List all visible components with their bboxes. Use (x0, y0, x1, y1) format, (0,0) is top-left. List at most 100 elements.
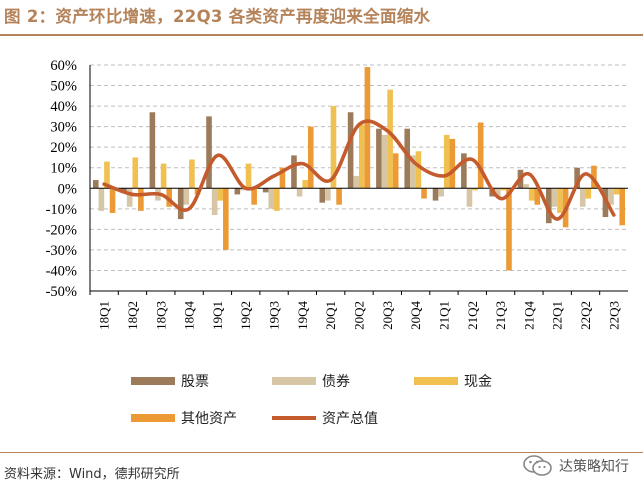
bar-债券-19Q2 (240, 188, 246, 191)
x-tick-label: 22Q1 (550, 301, 565, 330)
bar-现金-20Q3 (387, 89, 393, 189)
bar-股票-21Q1 (432, 188, 439, 201)
x-tick-label: 20Q3 (380, 301, 395, 330)
legend-swatch (131, 414, 175, 422)
bar-债券-19Q4 (296, 188, 303, 197)
bar-其他资产-21Q3 (506, 188, 512, 271)
y-tick-label: -30% (46, 243, 77, 259)
legend-label: 资产总值 (322, 411, 378, 427)
x-tick-label: 20Q2 (352, 301, 367, 330)
bar-其他资产-21Q2 (477, 122, 484, 189)
y-tick-label: 10% (50, 161, 77, 177)
bar-股票-19Q1 (206, 116, 212, 189)
bar-股票-20Q2 (347, 112, 354, 189)
x-tick-label: 19Q3 (267, 301, 282, 330)
bar-其他资产-20Q3 (392, 153, 399, 189)
x-tick-label: 22Q2 (578, 301, 593, 330)
bars (92, 67, 626, 271)
bar-其他资产-21Q1 (449, 138, 456, 189)
bar-其他资产-20Q1 (336, 188, 342, 205)
legend-label: 其他资产 (181, 411, 237, 427)
x-tick-label: 19Q1 (210, 301, 225, 330)
bar-现金-21Q4 (528, 188, 535, 201)
bar-债券-18Q4 (183, 188, 190, 205)
x-tick-label: 18Q4 (182, 301, 197, 330)
bar-现金-18Q3 (160, 163, 167, 189)
footer-divider (0, 452, 643, 453)
legend-label: 债券 (322, 374, 350, 390)
x-tick-label: 19Q2 (238, 301, 253, 330)
y-tick-label: 50% (50, 79, 77, 95)
bar-股票-19Q3 (262, 188, 269, 193)
bar-股票-19Q2 (234, 188, 241, 195)
bar-现金-21Q1 (443, 134, 450, 189)
bar-股票-20Q1 (319, 188, 326, 203)
x-tick-label: 20Q1 (323, 301, 338, 330)
bar-现金-22Q2 (585, 188, 592, 199)
y-tick-label: 0% (58, 181, 77, 197)
x-tick-label: 22Q3 (606, 301, 621, 330)
bar-债券-22Q1 (551, 188, 558, 207)
legend-swatch (272, 377, 316, 385)
y-tick-label: -10% (46, 202, 77, 218)
y-tick-label: 40% (50, 99, 77, 115)
y-tick-label: -40% (46, 263, 77, 279)
bar-债券-21Q2 (466, 188, 473, 207)
watermark-text: 达策略知行 (559, 459, 629, 475)
bar-其他资产-20Q2 (364, 67, 371, 189)
bar-债券-21Q4 (523, 184, 529, 189)
bar-现金-22Q3 (613, 188, 620, 195)
legend-label: 现金 (464, 374, 492, 390)
x-tick-label: 21Q1 (436, 301, 451, 330)
title-divider (0, 34, 643, 36)
x-tick-label: 18Q1 (97, 301, 112, 330)
y-tick-label: -50% (46, 284, 77, 300)
y-tick-label: -20% (46, 222, 77, 238)
x-tick-label: 21Q2 (465, 301, 480, 330)
bar-现金-20Q4 (415, 151, 422, 189)
bar-债券-19Q1 (211, 188, 218, 215)
y-tick-label: 30% (50, 120, 77, 136)
bar-其他资产-19Q3 (279, 167, 286, 189)
bar-债券-19Q3 (268, 188, 275, 209)
bar-其他资产-20Q4 (421, 188, 427, 199)
bar-现金-18Q1 (104, 161, 110, 189)
x-tick-label: 21Q3 (493, 301, 508, 330)
bar-股票-21Q2 (461, 153, 467, 189)
bar-债券-20Q4 (410, 155, 416, 189)
bar-现金-19Q2 (245, 163, 252, 189)
asset-growth-chart: -50% -40% -30% -20% -10% 0% 10% 20% 30% 40% 50% 60%… (46, 58, 628, 427)
bar-其他资产-19Q1 (223, 188, 229, 250)
y-tick-label: 60% (50, 58, 77, 74)
bar-债券-21Q3 (494, 188, 501, 197)
bar-其他资产-22Q3 (619, 188, 626, 226)
bar-其他资产-19Q4 (307, 126, 314, 189)
tick-labels: -50% -40% -30% -20% -10% 0% 10% 20% 30% 40% 50% 60%… (46, 58, 622, 330)
bar-现金-22Q1 (557, 188, 563, 213)
bar-债券-20Q3 (381, 134, 388, 189)
legend-swatch (131, 377, 175, 385)
bar-股票-18Q3 (149, 112, 156, 189)
bar-债券-18Q2 (126, 188, 133, 207)
bar-股票-18Q1 (92, 180, 99, 189)
bar-现金-18Q2 (132, 157, 139, 189)
legend-swatch (414, 377, 458, 385)
bar-股票-19Q4 (291, 155, 297, 189)
x-tick-label: 21Q4 (521, 301, 536, 330)
line-资产总值 (102, 119, 616, 221)
x-tick-label: 18Q3 (153, 301, 168, 330)
bar-债券-20Q2 (353, 175, 359, 189)
bar-现金-21Q3 (500, 188, 507, 191)
bar-其他资产-19Q2 (251, 188, 257, 205)
bar-其他资产-18Q2 (138, 188, 144, 211)
bar-股票-22Q1 (546, 188, 552, 224)
bar-股票-18Q4 (177, 188, 184, 220)
source-note: 资料来源：Wind，德邦研究所 (4, 467, 180, 482)
x-tick-label: 19Q4 (295, 301, 310, 330)
y-tick-label: 20% (50, 140, 77, 156)
bar-债券-22Q2 (579, 188, 586, 207)
bar-债券-20Q1 (325, 188, 331, 201)
total-line (102, 119, 616, 221)
bar-现金-20Q2 (359, 124, 365, 189)
